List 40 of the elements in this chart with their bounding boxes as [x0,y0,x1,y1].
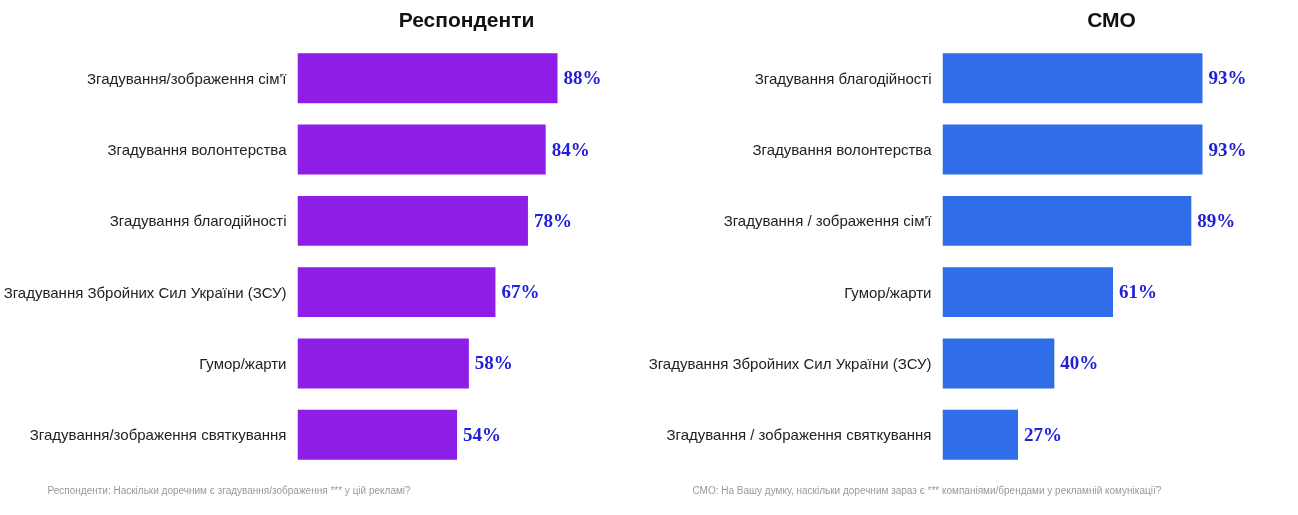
chart-title: СМО [1087,7,1136,31]
data-label: 93% [1208,67,1247,89]
bar [297,267,496,318]
bar [942,195,1192,246]
y-tick-label: Згадування Збройних Сил України (ЗСУ) [3,283,287,301]
data-label: 54% [463,423,502,445]
bar [942,409,1018,460]
bar [297,53,558,104]
y-tick-label: Згадування волонтерства [752,141,933,159]
data-label: 61% [1119,281,1158,303]
bar [942,124,1203,175]
y-tick-label: Згадування/зображення святкування [29,426,287,444]
data-label: 78% [533,209,572,231]
bar [942,338,1055,389]
bar [297,195,528,246]
bar [942,267,1114,318]
data-label: 40% [1060,352,1099,374]
bar [942,53,1203,104]
data-label: 58% [474,352,513,374]
y-tick-label: Згадування волонтерства [107,141,288,159]
y-tick-label: Гумор/жарти [199,354,287,372]
text: Респонденти: Наскільки доречним є згадування/зображення *** у цій рекламі? [47,484,412,496]
y-tick-label: Гумор/жарти [844,283,932,301]
y-tick-label: Згадування/зображення сім'ї [86,69,288,87]
bar [297,124,546,175]
text: СМО: На Вашу думку, наскільки доречним зараз є *** компаніями/брендами у рекламній комунікації? [692,484,1162,496]
y-tick-label: Згадування / зображення сім'ї [723,212,933,230]
data-label: 84% [551,138,590,160]
data-label: 89% [1197,209,1236,231]
y-tick-label: Згадування благодійності [109,212,287,230]
data-label: 27% [1023,423,1062,445]
data-label: 93% [1208,138,1247,160]
bar [297,338,469,389]
data-label: 88% [563,67,602,89]
chart-title: Респонденти [398,7,535,31]
y-tick-label: Згадування Збройних Сил України (ЗСУ) [648,354,932,372]
y-tick-label: Згадування благодійності [754,69,932,87]
bar [297,409,458,460]
y-tick-label: Згадування / зображення святкування [666,426,932,444]
data-label: 67% [501,281,540,303]
